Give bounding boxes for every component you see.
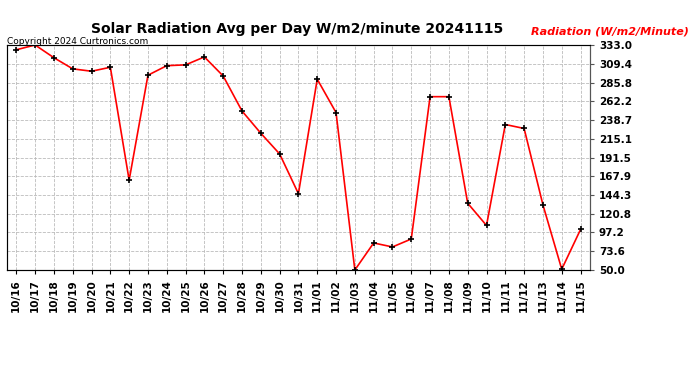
Text: Copyright 2024 Curtronics.com: Copyright 2024 Curtronics.com — [7, 38, 148, 46]
Text: Solar Radiation Avg per Day W/m2/minute 20241115: Solar Radiation Avg per Day W/m2/minute … — [90, 22, 503, 36]
Text: Radiation (W/m2/Minute): Radiation (W/m2/Minute) — [531, 26, 689, 36]
